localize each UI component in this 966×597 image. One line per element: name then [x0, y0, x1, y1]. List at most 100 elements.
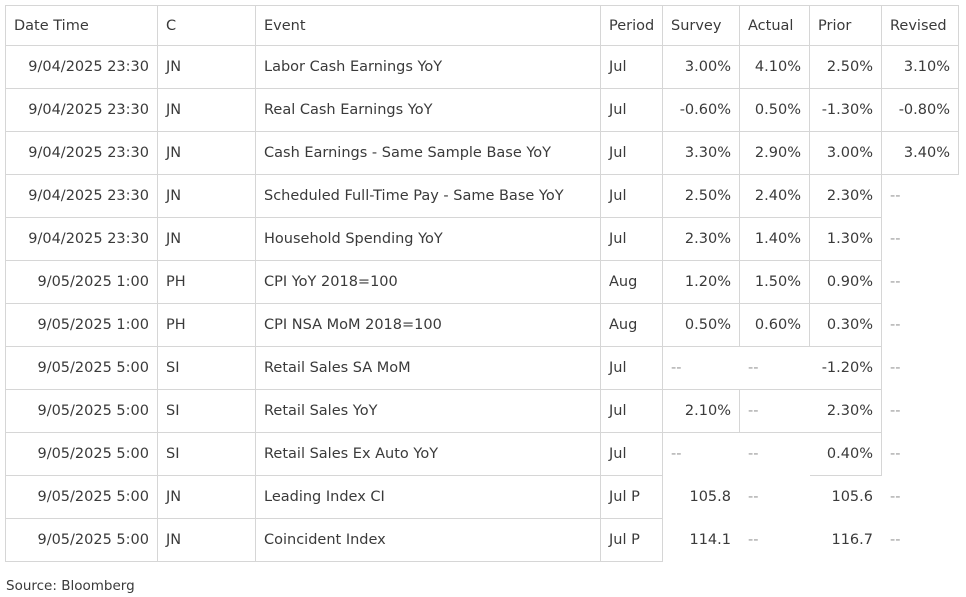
cell-period: Jul P [600, 475, 663, 519]
cell-datetime: 9/04/2025 23:30 [5, 131, 158, 175]
cell-country: SI [157, 346, 256, 390]
cell-prior: -1.30% [809, 88, 882, 132]
cell-actual: -- [748, 532, 759, 548]
cell-country: SI [157, 432, 256, 476]
table-row: 9/05/2025 5:00 SI Retail Sales Ex Auto Y… [5, 432, 959, 476]
cell-period: Jul [600, 432, 663, 476]
cell-datetime: 9/05/2025 1:00 [5, 260, 158, 304]
table-row: 9/04/2025 23:30 JN Real Cash Earnings Yo… [5, 88, 959, 132]
cell-period: Jul [600, 346, 663, 390]
table-row: 9/05/2025 1:00 PH CPI YoY 2018=100 Aug 1… [5, 260, 959, 304]
table-row: 9/04/2025 23:30 JN Household Spending Yo… [5, 217, 959, 261]
cell-country: PH [157, 260, 256, 304]
cell-prior: 0.30% [809, 303, 882, 347]
cell-revised: -- [890, 532, 901, 548]
cell-period: Jul P [600, 518, 663, 562]
cell-survey: 114.1 [689, 532, 731, 548]
cell-prior: 0.40% [809, 432, 882, 476]
cell-country: JN [157, 518, 256, 562]
cell-country: JN [157, 475, 256, 519]
economic-calendar-table: Date Time C Event Period Survey Actual P… [5, 5, 959, 562]
cell-event: CPI NSA MoM 2018=100 [255, 303, 601, 347]
table-row: 9/05/2025 1:00 PH CPI NSA MoM 2018=100 A… [5, 303, 959, 347]
cell-survey: -- [662, 346, 740, 390]
cell-actual: 0.60% [739, 303, 810, 347]
cell-period: Jul [600, 88, 663, 132]
source-note: Source: Bloomberg [6, 578, 135, 594]
cell-revised: -- [881, 389, 959, 433]
cell-event: Retail Sales YoY [255, 389, 601, 433]
cell-event: Retail Sales Ex Auto YoY [255, 432, 601, 476]
cell-actual: -- [739, 432, 810, 476]
cell-revised: -- [881, 303, 959, 347]
cell-datetime: 9/05/2025 5:00 [5, 346, 158, 390]
cell-survey: 2.50% [662, 174, 740, 218]
cell-actual: 2.40% [739, 174, 810, 218]
cell-period: Jul [600, 45, 663, 89]
cell-survey: 3.00% [662, 45, 740, 89]
cell-datetime: 9/05/2025 5:00 [5, 432, 158, 476]
cell-revised: -- [881, 432, 959, 476]
cell-event: Cash Earnings - Same Sample Base YoY [255, 131, 601, 175]
cell-country: JN [157, 131, 256, 175]
cell-datetime: 9/05/2025 5:00 [5, 389, 158, 433]
cell-actual: 4.10% [739, 45, 810, 89]
table-row: 9/05/2025 5:00 JN Coincident Index Jul P… [5, 518, 959, 562]
cell-revised: -- [881, 174, 959, 218]
cell-actual: 1.40% [739, 217, 810, 261]
cell-period: Jul [600, 131, 663, 175]
cell-event: Retail Sales SA MoM [255, 346, 601, 390]
cell-revised: -- [881, 217, 959, 261]
cell-datetime: 9/04/2025 23:30 [5, 217, 158, 261]
cell-actual: 0.50% [739, 88, 810, 132]
cell-prior: -1.20% [809, 346, 882, 390]
table-row: 9/04/2025 23:30 JN Cash Earnings - Same … [5, 131, 959, 175]
cell-survey: 0.50% [662, 303, 740, 347]
header-revised: Revised [881, 5, 959, 46]
cell-revised: -- [881, 346, 959, 390]
cell-event: CPI YoY 2018=100 [255, 260, 601, 304]
cell-prior: 2.50% [809, 45, 882, 89]
cell-period: Jul [600, 389, 663, 433]
cell-datetime: 9/05/2025 5:00 [5, 518, 158, 562]
cell-event: Real Cash Earnings YoY [255, 88, 601, 132]
cell-event: Leading Index CI [255, 475, 601, 519]
header-country: C [157, 5, 256, 46]
cell-period: Aug [600, 260, 663, 304]
cell-revised: -0.80% [881, 88, 959, 132]
table-row: 9/04/2025 23:30 JN Labor Cash Earnings Y… [5, 45, 959, 89]
cell-prior: 105.6 [809, 475, 882, 519]
cell-revised: -- [890, 489, 901, 505]
header-datetime: Date Time [5, 5, 158, 46]
cell-actual: -- [739, 346, 810, 390]
header-row: Date Time C Event Period Survey Actual P… [5, 5, 959, 46]
cell-revised: 3.40% [881, 131, 959, 175]
cell-survey: 2.10% [662, 389, 740, 433]
header-prior: Prior [809, 5, 882, 46]
cell-survey: 1.20% [662, 260, 740, 304]
cell-event: Coincident Index [255, 518, 601, 562]
cell-revised: 3.10% [881, 45, 959, 89]
cell-datetime: 9/05/2025 5:00 [5, 475, 158, 519]
header-period: Period [600, 5, 663, 46]
cell-country: PH [157, 303, 256, 347]
cell-survey: -0.60% [662, 88, 740, 132]
cell-period: Jul [600, 174, 663, 218]
table-row: 9/05/2025 5:00 SI Retail Sales SA MoM Ju… [5, 346, 959, 390]
table-row: 9/05/2025 5:00 SI Retail Sales YoY Jul 2… [5, 389, 959, 433]
table-row: 9/05/2025 5:00 JN Leading Index CI Jul P… [5, 475, 959, 519]
cell-country: JN [157, 174, 256, 218]
cell-actual: 1.50% [739, 260, 810, 304]
cell-revised: -- [881, 260, 959, 304]
cell-country: JN [157, 88, 256, 132]
header-event: Event [255, 5, 601, 46]
header-actual: Actual [739, 5, 810, 46]
cell-survey: 3.30% [662, 131, 740, 175]
cell-actual: -- [739, 389, 810, 433]
cell-event: Labor Cash Earnings YoY [255, 45, 601, 89]
cell-prior: 116.7 [831, 532, 873, 548]
cell-datetime: 9/04/2025 23:30 [5, 45, 158, 89]
header-survey: Survey [662, 5, 740, 46]
cell-actual: -- [748, 489, 759, 505]
